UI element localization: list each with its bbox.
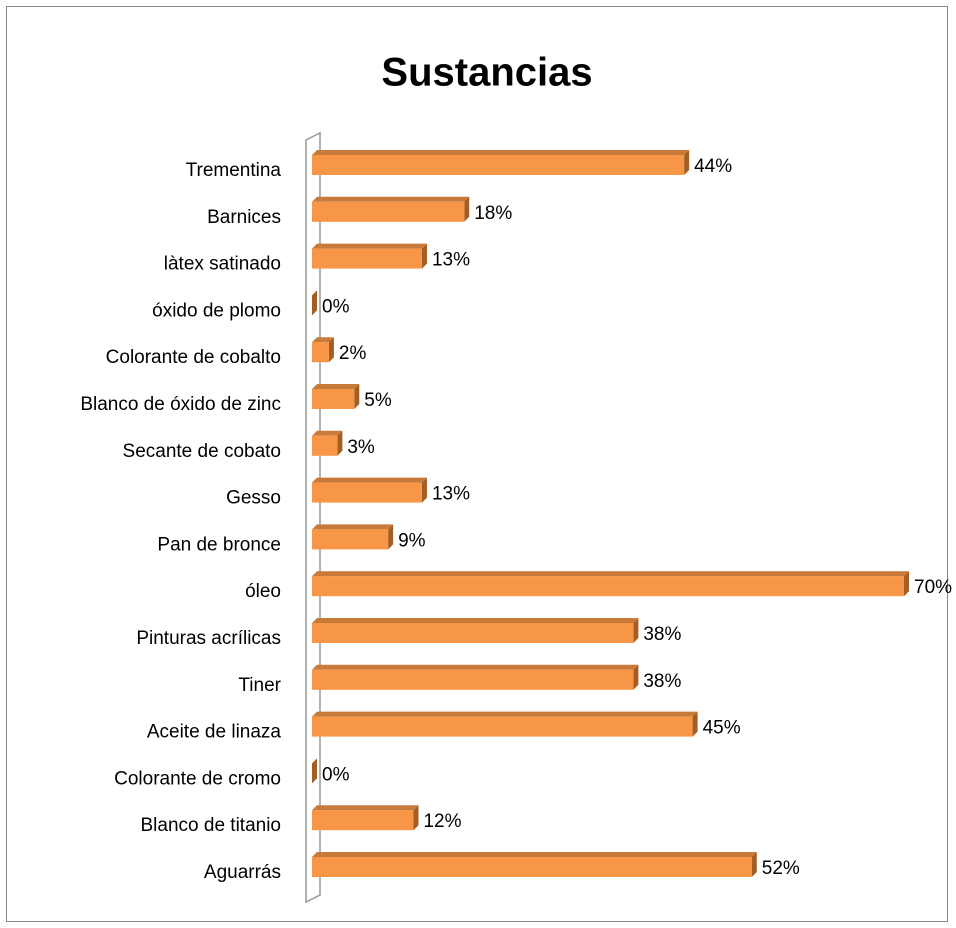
category-label: Pinturas acrílicas (136, 628, 281, 649)
bar-top (312, 618, 639, 623)
bar (312, 758, 317, 784)
bar (312, 618, 639, 643)
value-label: 0% (322, 296, 350, 317)
bar-side (464, 196, 470, 222)
bar-front (312, 576, 904, 597)
category-label: Gesso (226, 488, 281, 509)
value-label: 45% (703, 718, 741, 739)
value-label: 2% (339, 343, 367, 364)
bar-side (904, 571, 909, 597)
bar-front (312, 389, 355, 409)
bar (312, 805, 419, 831)
bar-side (692, 711, 698, 737)
bar-side (354, 384, 360, 409)
axis-wall (305, 131, 321, 904)
bar-top (312, 805, 419, 811)
bar-top (312, 664, 639, 670)
category-label: óxido de plomo (152, 300, 281, 321)
bar (312, 243, 427, 269)
bar-side (337, 430, 343, 456)
bar (312, 290, 317, 316)
category-label: Secante de cobato (123, 441, 281, 462)
bar-side (751, 852, 757, 877)
category-label: Colorante de cromo (114, 768, 281, 789)
bar-front (312, 529, 389, 550)
bar-top (312, 430, 343, 436)
bar-front (312, 857, 752, 877)
bar-front (312, 716, 693, 737)
bar-top (312, 524, 394, 530)
chart-title: Sustancias (381, 51, 592, 95)
category-label: Colorante de cobalto (106, 347, 281, 368)
value-label: 5% (364, 390, 392, 411)
bar (312, 852, 757, 877)
value-label: 44% (694, 156, 732, 177)
value-label: 13% (432, 484, 470, 505)
bar-top (312, 196, 470, 202)
bar-front (312, 201, 465, 222)
category-label: Aceite de linaza (147, 722, 282, 743)
category-label: làtex satinado (164, 254, 281, 275)
bar-front (312, 623, 634, 643)
category-label: Pan de bronce (157, 534, 281, 555)
bar (312, 150, 690, 175)
bar (312, 524, 394, 550)
bar-front (312, 155, 685, 175)
bar-side (633, 618, 639, 643)
value-label: 13% (432, 250, 470, 271)
bar (312, 337, 334, 363)
bar-top (312, 711, 698, 717)
bar-front (312, 810, 414, 831)
bar (312, 711, 698, 737)
category-label: Tiner (238, 675, 281, 696)
bar-front (312, 342, 329, 363)
value-label: 70% (914, 577, 952, 598)
bar (312, 384, 360, 409)
bar-side (312, 758, 317, 784)
category-label: Blanco de óxido de zinc (80, 394, 281, 415)
bar-front (312, 669, 634, 690)
bar-top (312, 852, 757, 857)
bar-side (388, 524, 394, 550)
bar (312, 571, 909, 597)
bar-side (421, 477, 427, 503)
value-label: 52% (762, 858, 800, 879)
category-label: Blanco de titanio (141, 815, 282, 836)
bar-side (684, 150, 690, 175)
category-label: óleo (245, 581, 281, 602)
bar-top (312, 243, 427, 249)
bar-top (312, 150, 690, 155)
value-label: 0% (322, 764, 350, 785)
category-label: Aguarrás (204, 862, 281, 883)
bar (312, 196, 470, 222)
value-label: 38% (643, 624, 681, 645)
value-label: 9% (398, 530, 426, 551)
bar-top (312, 384, 360, 389)
bar-top (312, 337, 334, 343)
bar (312, 664, 639, 690)
bar-front (312, 435, 338, 456)
value-label: 18% (474, 203, 512, 224)
bar (312, 477, 427, 503)
bar-side (413, 805, 419, 831)
category-label: Trementina (186, 160, 282, 181)
bar-side (328, 337, 334, 363)
value-label: 3% (347, 437, 375, 458)
bar (312, 430, 343, 456)
bar-front (312, 482, 422, 503)
value-label: 38% (643, 671, 681, 692)
bar-side (312, 290, 317, 316)
value-label: 12% (423, 811, 461, 832)
bar-top (312, 477, 427, 483)
bar-top (312, 571, 909, 577)
category-label: Barnices (207, 207, 281, 228)
bar-side (633, 664, 639, 690)
bar-front (312, 248, 422, 269)
bar-side (421, 243, 427, 269)
